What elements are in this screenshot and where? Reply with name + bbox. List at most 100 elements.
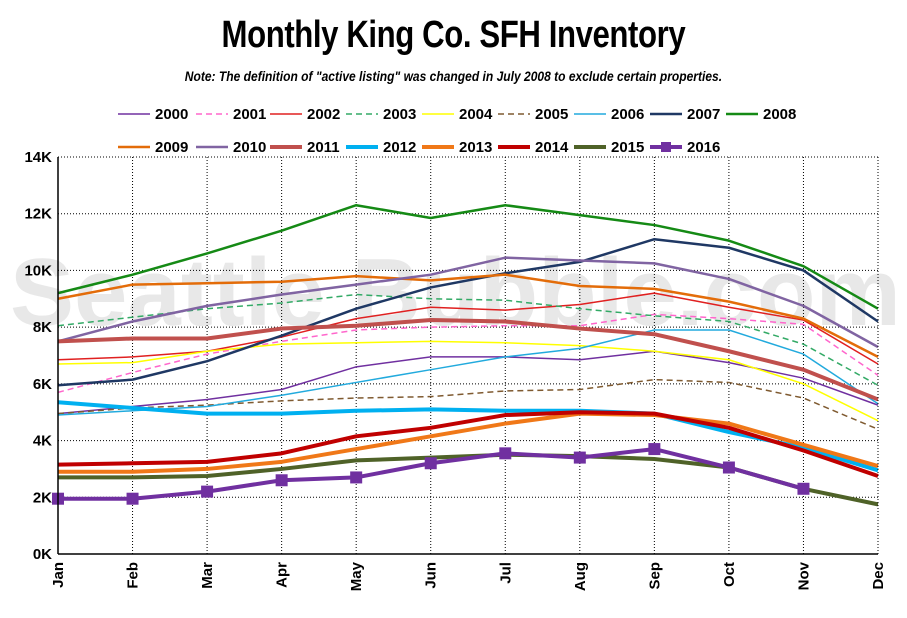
data-point-2016	[499, 447, 512, 460]
data-point-2016	[350, 471, 363, 484]
legend-item-2009: 2009	[118, 139, 188, 156]
legend-label: 2009	[155, 139, 188, 156]
x-tick-label: Nov	[795, 561, 812, 590]
chart-title: Monthly King Co. SFH Inventory	[221, 14, 686, 56]
series-line-2000	[57, 350, 879, 415]
legend-label: 2001	[233, 106, 266, 123]
legend-label: 2011	[307, 139, 340, 156]
x-tick-label: Sep	[646, 562, 663, 590]
legend-item-2015: 2015	[574, 139, 644, 156]
legend-item-2002: 2002	[270, 106, 340, 123]
legend-item-2013: 2013	[422, 139, 492, 156]
series-2010	[57, 256, 879, 349]
legend-label: 2005	[535, 106, 568, 123]
legend-label: 2000	[155, 106, 188, 123]
legend-label: 2007	[687, 106, 720, 123]
legend-label: 2014	[535, 139, 569, 156]
y-tick-label: 4K	[33, 433, 52, 450]
series-2000	[57, 350, 879, 415]
series-line-2008	[57, 203, 879, 310]
series-2002	[57, 292, 879, 365]
series-2006	[57, 329, 879, 416]
series-line-2012	[57, 400, 879, 473]
series-line-2004	[57, 340, 879, 422]
series-line-2005	[57, 378, 879, 430]
series-line-2003	[57, 293, 879, 386]
series-2005	[57, 378, 879, 430]
data-point-2016	[201, 485, 214, 498]
axes	[57, 156, 879, 555]
series-line-2013	[58, 411, 879, 474]
legend-item-2010: 2010	[196, 139, 266, 156]
x-tick-label: Aug	[572, 562, 589, 591]
legend-label: 2003	[383, 106, 416, 123]
series-line-2010	[57, 256, 879, 349]
series-2014	[57, 410, 879, 478]
series-2008	[57, 203, 879, 310]
x-tick-label: Apr	[274, 562, 291, 588]
y-tick-label: 14K	[24, 149, 52, 166]
legend-label: 2012	[383, 139, 416, 156]
series-2009	[57, 273, 879, 359]
legend-item-2014: 2014	[498, 139, 569, 156]
chart-note: Note: The definition of "active listing"…	[184, 68, 723, 84]
legend-label: 2006	[611, 106, 644, 123]
legend-item-2011: 2011	[270, 139, 340, 156]
legend-item-2016: 2016	[650, 139, 720, 156]
data-point-2016	[722, 461, 735, 474]
series-2012	[57, 400, 879, 473]
legend: 2000 2001 2002 2003 2004 2005 2006 2007 2008 2009…	[118, 106, 796, 156]
series-2011	[57, 318, 879, 402]
series-line-2007	[57, 237, 879, 387]
series-2001	[57, 313, 879, 394]
series-line-2011	[57, 318, 879, 402]
series-line-2001	[57, 313, 879, 394]
x-tick-label: Jan	[50, 562, 67, 588]
legend-item-2012: 2012	[346, 139, 416, 156]
series-line-2014	[57, 410, 879, 478]
series-2007	[57, 237, 879, 387]
legend-label: 2008	[763, 106, 796, 123]
y-axis-ticks: 0K 2K 4K 6K 8K 10K 12K 14K	[24, 149, 52, 563]
legend-item-2003: 2003	[346, 106, 416, 123]
data-point-2016	[275, 474, 288, 487]
y-tick-label: 8K	[33, 319, 52, 336]
legend-item-2005: 2005	[498, 106, 568, 123]
data-point-2016	[573, 451, 586, 464]
series-line-2006	[57, 329, 879, 416]
x-tick-label: Oct	[721, 562, 738, 587]
y-tick-label: 2K	[33, 489, 52, 506]
legend-item-2004: 2004	[422, 106, 493, 123]
data-point-2016	[797, 482, 810, 495]
x-tick-label: Mar	[199, 562, 216, 589]
y-tick-label: 0K	[33, 546, 52, 563]
legend-label: 2015	[611, 139, 644, 156]
y-tick-label: 10K	[24, 262, 52, 279]
x-axis-ticks: Jan Feb Mar Apr May Jun Jul Aug Sep Oct Nov Dec	[50, 561, 887, 591]
x-tick-label: Dec	[870, 562, 887, 590]
series-lines	[52, 203, 879, 507]
y-tick-label: 6K	[33, 376, 52, 393]
x-tick-label: Jul	[497, 562, 514, 584]
legend-item-2008: 2008	[726, 106, 796, 123]
legend-label: 2002	[307, 106, 340, 123]
legend-label: 2004	[459, 106, 493, 123]
data-point-2016	[648, 443, 661, 456]
data-point-2016	[424, 457, 437, 470]
data-point-2016	[126, 492, 139, 505]
series-2004	[57, 340, 879, 422]
y-tick-label: 12K	[24, 206, 52, 223]
x-tick-label: May	[348, 561, 365, 591]
legend-label: 2016	[687, 139, 720, 156]
series-line-2002	[57, 292, 879, 365]
x-tick-label: Feb	[125, 562, 142, 589]
legend-item-2000: 2000	[118, 106, 188, 123]
watermark-text: Seattle Bubble.com	[10, 239, 901, 346]
legend-item-2006: 2006	[574, 106, 644, 123]
series-2013	[58, 411, 879, 474]
series-2003	[57, 293, 879, 386]
x-tick-label: Jun	[423, 562, 440, 589]
legend-marker	[661, 142, 671, 152]
series-line-2009	[57, 273, 879, 359]
